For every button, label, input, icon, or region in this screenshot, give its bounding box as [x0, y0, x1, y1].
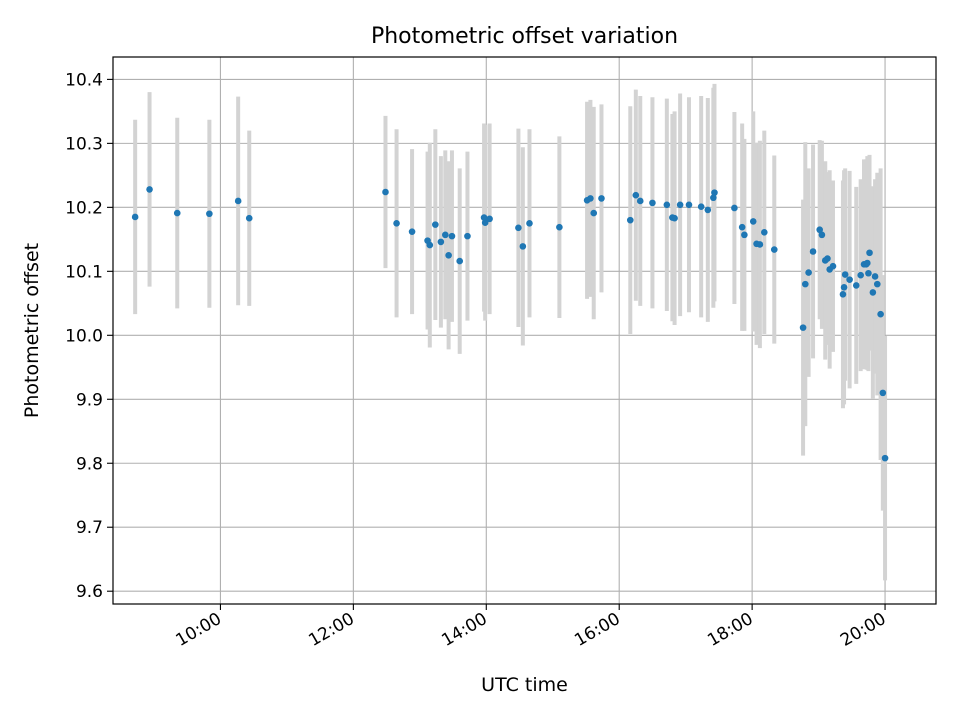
- data-point: [749, 218, 757, 225]
- data-point: [626, 216, 634, 224]
- data-point: [841, 271, 849, 278]
- data-point: [881, 454, 889, 462]
- data-point: [445, 252, 452, 259]
- data-point: [869, 289, 877, 296]
- data-point: [432, 221, 439, 228]
- data-point: [805, 269, 812, 276]
- data-point: [731, 204, 738, 212]
- data-point: [839, 291, 847, 298]
- y-tick-label: 10.1: [65, 262, 103, 282]
- data-point: [857, 271, 864, 279]
- y-tick-label: 9.9: [76, 390, 103, 410]
- y-axis-label: Photometric offset: [21, 243, 43, 418]
- data-point: [632, 191, 640, 199]
- data-point: [663, 201, 671, 209]
- data-point: [146, 186, 153, 193]
- data-point: [393, 220, 400, 227]
- y-axis-ticks: 9.6 9.7 9.8 9.9 10.0 10.1 10.2 10.3 10.4: [65, 70, 113, 602]
- data-point: [685, 201, 693, 209]
- x-axis-label: UTC time: [481, 674, 568, 696]
- plot-frame: [112, 56, 937, 605]
- y-tick-label: 9.8: [76, 454, 103, 474]
- data-point: [840, 284, 848, 291]
- data-point: [437, 238, 445, 246]
- data-point: [206, 210, 213, 218]
- data-point: [818, 231, 826, 239]
- data-point: [741, 231, 748, 239]
- data-point: [866, 249, 873, 257]
- data-point: [852, 282, 860, 289]
- data-point: [382, 188, 389, 196]
- y-tick-label: 9.6: [76, 582, 103, 602]
- data-point: [636, 197, 644, 205]
- data-point: [871, 273, 879, 280]
- data-point: [408, 228, 416, 235]
- data-point: [770, 246, 778, 253]
- data-point: [879, 389, 887, 397]
- data-point: [481, 219, 489, 226]
- y-tick-label: 10.2: [65, 198, 103, 218]
- data-point: [824, 255, 831, 262]
- data-point: [864, 259, 871, 267]
- data-point: [697, 203, 705, 211]
- data-point: [448, 232, 456, 240]
- data-point: [456, 257, 464, 265]
- data-point: [234, 197, 242, 205]
- data-point: [515, 224, 522, 232]
- data-point: [809, 248, 817, 255]
- y-tick-label: 10.4: [65, 70, 103, 90]
- data-point: [464, 232, 471, 240]
- y-tick-label: 10.0: [65, 326, 103, 346]
- data-point: [442, 231, 449, 239]
- data-point: [801, 280, 809, 288]
- data-point: [829, 262, 837, 270]
- data-point: [711, 189, 718, 196]
- data-point: [587, 195, 594, 202]
- data-point: [245, 214, 253, 222]
- y-tick-label: 10.3: [65, 134, 103, 154]
- data-point: [131, 213, 139, 221]
- data-point: [738, 223, 746, 231]
- data-point: [480, 214, 488, 221]
- data-point: [865, 269, 872, 277]
- data-point: [426, 241, 434, 249]
- data-point: [519, 243, 527, 250]
- y-tick-label: 9.7: [76, 518, 103, 538]
- data-points: [131, 186, 889, 462]
- data-point: [173, 209, 181, 217]
- data-point: [710, 194, 717, 202]
- data-point: [676, 201, 684, 209]
- data-point: [756, 241, 764, 248]
- data-point: [761, 228, 768, 236]
- chart-title: Photometric offset variation: [371, 24, 678, 49]
- data-point: [873, 280, 881, 288]
- data-point: [704, 206, 712, 214]
- data-point: [671, 214, 678, 222]
- data-point: [556, 223, 563, 231]
- data-point: [598, 195, 605, 202]
- data-point: [590, 209, 598, 217]
- data-point: [486, 215, 493, 223]
- data-point: [799, 324, 807, 331]
- data-point: [877, 310, 884, 318]
- data-point: [526, 220, 533, 227]
- data-point: [649, 199, 656, 207]
- data-point: [816, 226, 823, 234]
- data-point: [846, 276, 853, 283]
